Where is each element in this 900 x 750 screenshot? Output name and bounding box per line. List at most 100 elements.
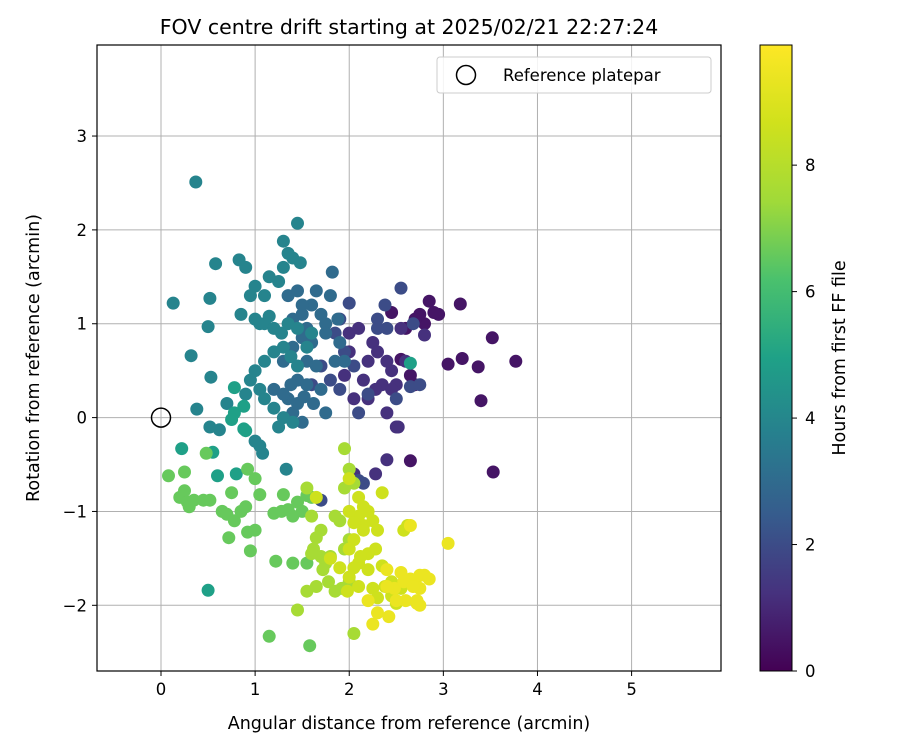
scatter-point xyxy=(227,381,241,395)
scatter-point xyxy=(162,469,175,483)
x-tick-label: 5 xyxy=(626,680,637,699)
scatter-point xyxy=(380,453,394,467)
scatter-point xyxy=(323,551,337,565)
scatter-point xyxy=(309,580,323,593)
scatter-point xyxy=(295,307,309,321)
scatter-point xyxy=(227,514,241,528)
scatter-point xyxy=(509,354,523,368)
y-axis-ticks: −2 −1 0 1 2 3 xyxy=(63,127,97,615)
scatter-point xyxy=(291,284,304,298)
scatter-point xyxy=(248,472,262,486)
y-axis-label: Rotation from reference (arcmin) xyxy=(24,214,44,502)
scatter-point xyxy=(305,547,319,561)
scatter-points xyxy=(162,175,523,653)
x-axis-ticks: 0 1 2 3 4 5 xyxy=(156,671,637,699)
colorbar-label: Hours from first FF file xyxy=(830,260,850,455)
scatter-point xyxy=(241,462,255,476)
scatter-point xyxy=(291,603,304,617)
colorbar-tick-label: 8 xyxy=(805,156,816,175)
scatter-point xyxy=(352,321,366,335)
scatter-point xyxy=(361,594,375,608)
scatter-point xyxy=(399,594,413,608)
y-tick-label: 3 xyxy=(77,127,88,146)
scatter-point xyxy=(474,394,488,408)
scatter-point xyxy=(453,297,467,311)
scatter-point xyxy=(323,373,337,387)
scatter-point xyxy=(237,399,251,413)
scatter-point xyxy=(234,307,248,321)
scatter-point xyxy=(380,354,394,368)
legend-box xyxy=(436,56,712,94)
scatter-point xyxy=(291,359,304,373)
scatter-point xyxy=(422,294,436,308)
colorbar-tick-label: 2 xyxy=(805,536,816,555)
scatter-point xyxy=(307,397,320,410)
reference-platepar-marker xyxy=(150,407,172,428)
scatter-point xyxy=(319,406,333,420)
scatter-point xyxy=(422,572,436,586)
scatter-point xyxy=(178,484,191,498)
scatter-point xyxy=(276,234,290,248)
scatter-point xyxy=(225,486,239,500)
scatter-point xyxy=(366,617,380,631)
scatter-point xyxy=(323,289,337,303)
scatter-point xyxy=(319,326,333,340)
scatter-point xyxy=(269,554,283,568)
y-tick-label: −1 xyxy=(63,502,87,521)
scatter-point xyxy=(352,406,366,420)
scatter-point xyxy=(322,575,335,589)
scatter-point xyxy=(232,253,246,267)
scatter-point xyxy=(371,321,384,335)
y-tick-label: 0 xyxy=(77,409,88,428)
scatter-point xyxy=(305,298,319,312)
scatter-point xyxy=(371,606,384,620)
scatter-point xyxy=(204,370,218,384)
x-tick-label: 0 xyxy=(156,680,167,699)
scatter-point xyxy=(342,504,356,518)
scatter-point xyxy=(347,516,361,530)
scatter-point xyxy=(209,257,223,271)
scatter-point xyxy=(380,563,394,577)
scatter-point xyxy=(338,442,351,456)
scatter-point xyxy=(291,216,304,230)
colorbar-tick-label: 6 xyxy=(805,283,816,302)
scatter-point xyxy=(291,321,304,335)
x-tick-label: 1 xyxy=(250,680,261,699)
legend: Reference platepar xyxy=(436,56,712,94)
scatter-point xyxy=(189,175,203,189)
scatter-point xyxy=(184,349,198,363)
scatter-point xyxy=(471,360,485,374)
x-tick-label: 4 xyxy=(532,680,543,699)
scatter-point xyxy=(354,550,367,563)
scatter-point xyxy=(340,584,354,598)
scatter-point xyxy=(286,556,300,570)
scatter-point xyxy=(347,627,361,640)
scatter-point xyxy=(222,531,236,545)
scatter-point xyxy=(380,406,394,420)
scatter-point xyxy=(356,500,370,514)
scatter-point xyxy=(371,523,384,537)
legend-reference-marker xyxy=(455,64,477,86)
scatter-point xyxy=(319,317,333,331)
scatter-point xyxy=(286,415,300,429)
x-axis-label: Angular distance from reference (arcmin) xyxy=(228,714,591,734)
scatter-point xyxy=(239,500,253,514)
scatter-point xyxy=(352,580,366,593)
scatter-point xyxy=(361,354,375,368)
colorbar-tick-label: 0 xyxy=(805,662,816,681)
scatter-point xyxy=(403,368,417,382)
scatter-point xyxy=(284,378,298,392)
scatter-point xyxy=(211,469,224,483)
scatter-point xyxy=(258,289,271,303)
scatter-point xyxy=(391,420,405,434)
scatter-point xyxy=(342,472,356,486)
scatter-point xyxy=(199,446,213,460)
scatter-point xyxy=(371,312,384,326)
colorbar xyxy=(759,44,793,672)
scatter-point xyxy=(243,373,257,387)
scatter-point xyxy=(314,382,328,396)
scatter-point xyxy=(389,594,403,608)
colorbar-ticks: 0 2 4 6 8 xyxy=(792,156,816,681)
scatter-point xyxy=(220,397,234,410)
scatter-point xyxy=(201,583,215,597)
